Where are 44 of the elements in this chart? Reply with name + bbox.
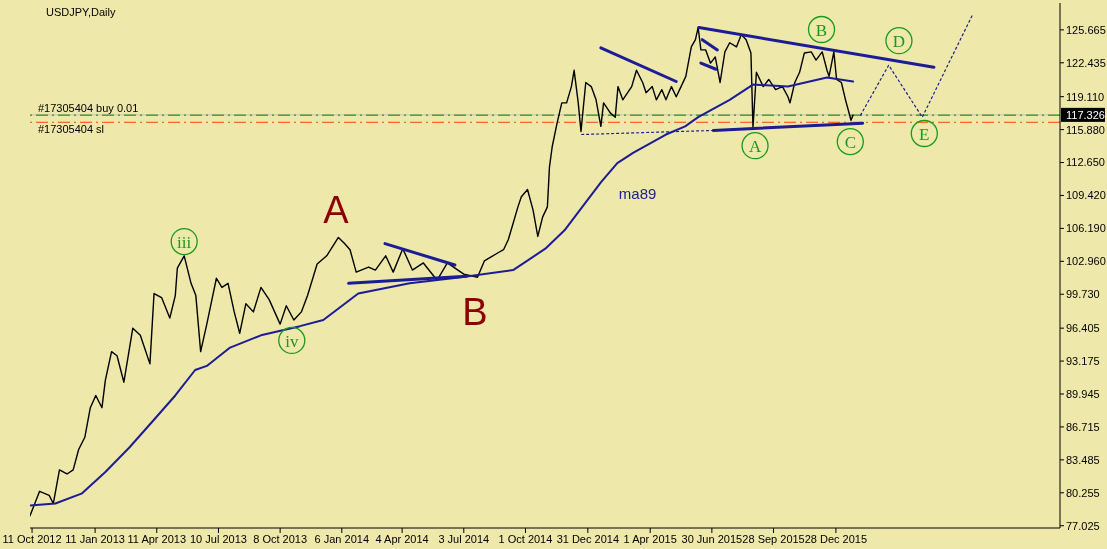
- y-tick-label: 80.255: [1066, 486, 1100, 499]
- x-tick-label: 28 Sep 2015: [742, 532, 805, 545]
- ref-line-label: #17305404 sl: [38, 123, 105, 136]
- y-tick-label: 125.665: [1066, 23, 1106, 36]
- annotation: C: [844, 133, 856, 153]
- x-tick-label: 31 Dec 2014: [556, 532, 620, 545]
- y-tick-label: 89.945: [1066, 387, 1100, 400]
- annotation: iv: [285, 331, 299, 351]
- x-tick-label: 30 Jun 2015: [681, 532, 743, 545]
- annotation: B: [462, 291, 488, 334]
- x-tick-label: 3 Jul 2014: [438, 532, 490, 545]
- y-tick-label: 99.730: [1066, 288, 1100, 301]
- x-tick-label: 1 Oct 2014: [498, 532, 553, 545]
- y-tick-label: 112.650: [1066, 156, 1105, 169]
- x-tick-label: 1 Apr 2015: [623, 532, 677, 545]
- x-tick-label: 4 Apr 2014: [375, 532, 429, 545]
- y-tick-label: 83.485: [1066, 453, 1100, 466]
- y-tick-label: 102.960: [1066, 255, 1106, 268]
- y-tick-label: 86.715: [1066, 420, 1100, 433]
- y-tick-label: 109.420: [1066, 189, 1106, 202]
- annotation: B: [815, 21, 828, 40]
- ref-line-label: #17305404 buy 0.01: [38, 102, 139, 115]
- y-tick-label: 122.435: [1066, 56, 1106, 69]
- x-tick-label: 6 Jan 2014: [314, 532, 370, 545]
- annotation: D: [892, 32, 906, 52]
- annotation: A: [748, 137, 762, 157]
- y-tick-label: 115.880: [1066, 123, 1105, 136]
- y-tick-label: 93.175: [1066, 354, 1100, 367]
- y-tick-label: 106.190: [1066, 222, 1106, 235]
- annotation: E: [919, 124, 930, 144]
- y-tick-label: 96.405: [1066, 322, 1100, 335]
- series-label: ma89: [618, 185, 657, 203]
- x-tick-label: 11 Oct 2012: [2, 532, 62, 545]
- x-tick-label: 11 Apr 2013: [127, 532, 187, 545]
- x-tick-label: 28 Dec 2015: [804, 532, 868, 545]
- ref-line-label: 117.326: [1066, 108, 1105, 121]
- chart-title: USDJPY,Daily: [46, 6, 116, 18]
- y-tick-label: 119.110: [1066, 90, 1105, 103]
- x-tick-label: 8 Oct 2013: [253, 532, 308, 545]
- x-tick-label: 11 Jan 2013: [65, 532, 125, 545]
- y-tick-label: 77.025: [1066, 519, 1100, 532]
- annotation: iii: [177, 233, 192, 253]
- x-tick-label: 10 Jul 2013: [190, 532, 247, 545]
- annotation: A: [323, 188, 349, 231]
